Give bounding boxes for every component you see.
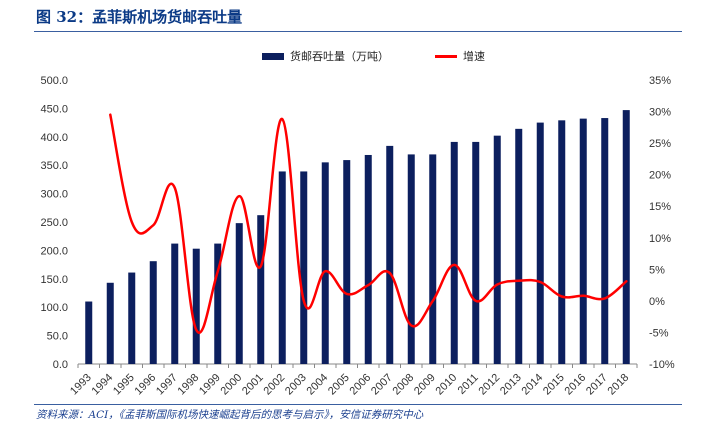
bar [106,282,114,364]
bar [257,215,265,364]
y-right-tick-label: 10% [649,233,671,245]
x-tick-label: 1993 [68,372,94,398]
y-right-tick-label: 20% [649,170,671,182]
x-tick-label: 2000 [219,372,245,398]
x-tick-label: 2015 [541,372,567,398]
bar [128,272,136,364]
x-tick-label: 1998 [176,372,202,398]
y-left-tick-label: 250.0 [40,217,68,229]
growth-line [109,113,628,334]
x-tick-label: 2014 [520,372,546,398]
bar [536,122,544,364]
x-tick-label: 1999 [197,372,223,398]
x-tick-label: 2001 [240,372,266,398]
y-right-tick-label: 5% [649,264,665,276]
legend-line-label: 增速 [463,50,485,63]
bar [300,171,308,364]
y-left-tick-label: 100.0 [40,302,68,314]
bar [171,243,179,364]
x-tick-label: 1994 [90,372,116,398]
bar [472,141,480,364]
y-right-tick-label: -10% [649,359,675,371]
y-right-tick-label: 35% [649,75,671,87]
title-divider [34,31,682,32]
x-tick-label: 1997 [154,372,180,398]
x-tick-label: 2005 [326,372,352,398]
bar [321,162,329,364]
x-tick-label: 2017 [584,372,610,398]
y-left-tick-label: 200.0 [40,245,68,257]
bar [601,118,609,364]
x-tick-label: 2008 [391,372,417,398]
y-right-tick-label: -5% [649,327,669,339]
bar [149,261,157,364]
x-tick-label: 2004 [305,372,331,398]
bar [558,120,566,364]
legend-line-swatch [435,54,457,58]
x-tick-label: 1996 [133,372,159,398]
x-tick-label: 2011 [456,372,481,397]
y-left-tick-label: 500.0 [40,75,68,87]
source-note: 资料来源：ACI，《孟菲斯国际机场快速崛起背后的思考与启示》，安信证券研究中心 [36,409,424,421]
legend-bar-label: 货邮吞吐量（万吨） [290,50,389,63]
y-right-tick-label: 25% [649,138,671,150]
bar [515,128,523,364]
y-right-tick-label: 15% [649,201,671,213]
x-tick-label: 2010 [434,372,460,398]
x-tick-label: 2013 [498,372,524,398]
bar [386,145,394,364]
chart-title: 图 32：孟菲斯机场货邮吞吐量 [36,8,243,26]
footer-divider [34,404,682,405]
y-left-tick-label: 50.0 [47,331,68,343]
bar [493,135,501,364]
x-tick-label: 2002 [262,372,288,398]
x-tick-label: 2018 [606,372,632,398]
bar [343,160,351,364]
y-left-tick-label: 400.0 [40,132,68,144]
bar [278,171,286,364]
bar [622,110,630,364]
bar [579,118,587,365]
y-left-tick-label: 300.0 [40,189,68,201]
bar [364,154,372,364]
legend-bar-swatch [262,52,284,60]
y-left-tick-label: 450.0 [40,103,68,115]
x-tick-label: 2012 [477,372,503,398]
bar [450,141,458,364]
x-tick-label: 2007 [369,372,395,398]
bar [85,301,93,364]
bar [192,248,200,364]
x-tick-label: 2003 [283,372,309,398]
y-left-tick-label: 0.0 [53,359,68,371]
bar [407,154,415,364]
x-tick-label: 2016 [563,372,589,398]
x-tick-label: 1995 [111,372,137,398]
legend: 货邮吞吐量（万吨） 增速 [262,48,485,64]
y-right-tick-label: 30% [649,107,671,119]
bar [429,154,437,364]
bar [214,243,222,364]
x-tick-label: 2006 [348,372,374,398]
y-right-tick-label: 0% [649,296,665,308]
x-tick-label: 2009 [412,372,438,398]
y-left-tick-label: 350.0 [40,160,68,172]
bar [235,223,243,364]
y-left-tick-label: 150.0 [40,274,68,286]
